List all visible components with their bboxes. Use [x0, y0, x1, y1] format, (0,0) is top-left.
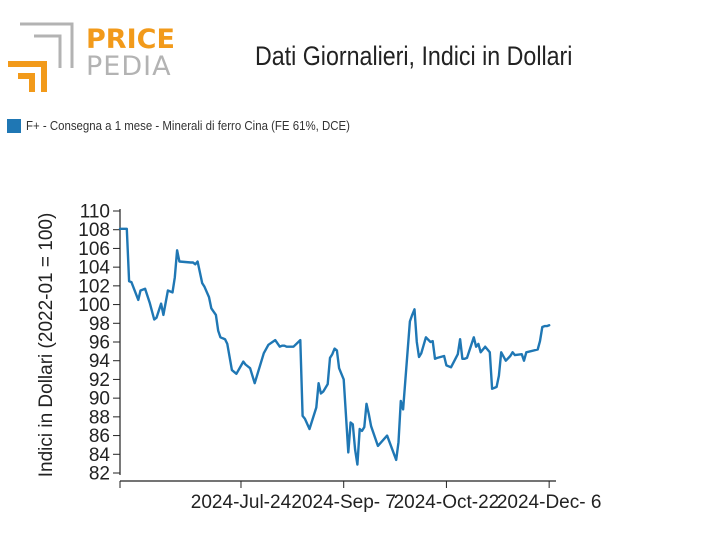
series-group [118, 227, 551, 466]
y-tick-label: 100 [78, 295, 110, 316]
y-tick-label: 102 [78, 276, 110, 297]
y-tick-label: 82 [89, 464, 110, 485]
legend-swatch [7, 118, 21, 133]
logo-word-pedia: PEDIA [86, 51, 172, 82]
y-tick-label: 106 [78, 239, 110, 260]
logo-word-price: PRICE [86, 24, 175, 55]
y-tick-label: 88 [89, 407, 110, 428]
y-tick-label: 104 [78, 258, 110, 279]
x-tick-label: 2024-Jul-24 [191, 492, 292, 513]
y-tick-label: 86 [89, 426, 110, 447]
y-tick-label: 108 [78, 220, 110, 241]
y-tick-label: 92 [89, 370, 110, 391]
y-tick-label: 90 [89, 389, 110, 410]
y-tick-label: 110 [80, 202, 110, 223]
legend-label: F+ - Consegna a 1 mese - Minerali di fer… [26, 118, 350, 133]
x-axis: 2024-Jul-24 2024-Sep- 72024-Oct-222024-De… [119, 480, 602, 513]
pricepedia-logo: PRICE PEDIA [8, 22, 175, 94]
chart-title: Dati Giornalieri, Indici in Dollari [255, 41, 573, 71]
y-tick-label: 94 [89, 351, 111, 372]
series-line [118, 227, 551, 466]
y-tick-label: 84 [89, 445, 111, 466]
x-tick-label: 2024-Sep- 7 [291, 492, 396, 513]
logo-mark-icon [8, 22, 74, 92]
x-tick-label: 2024-Oct-22 [394, 492, 500, 513]
y-axis-label: Indici in Dollari (2022-01 = 100) [36, 213, 57, 478]
y-tick-label: 98 [89, 314, 110, 335]
y-tick-label: 96 [89, 333, 110, 354]
x-tick-label: 2024-Dec- 6 [497, 492, 602, 513]
legend: F+ - Consegna a 1 mese - Minerali di fer… [7, 118, 394, 133]
